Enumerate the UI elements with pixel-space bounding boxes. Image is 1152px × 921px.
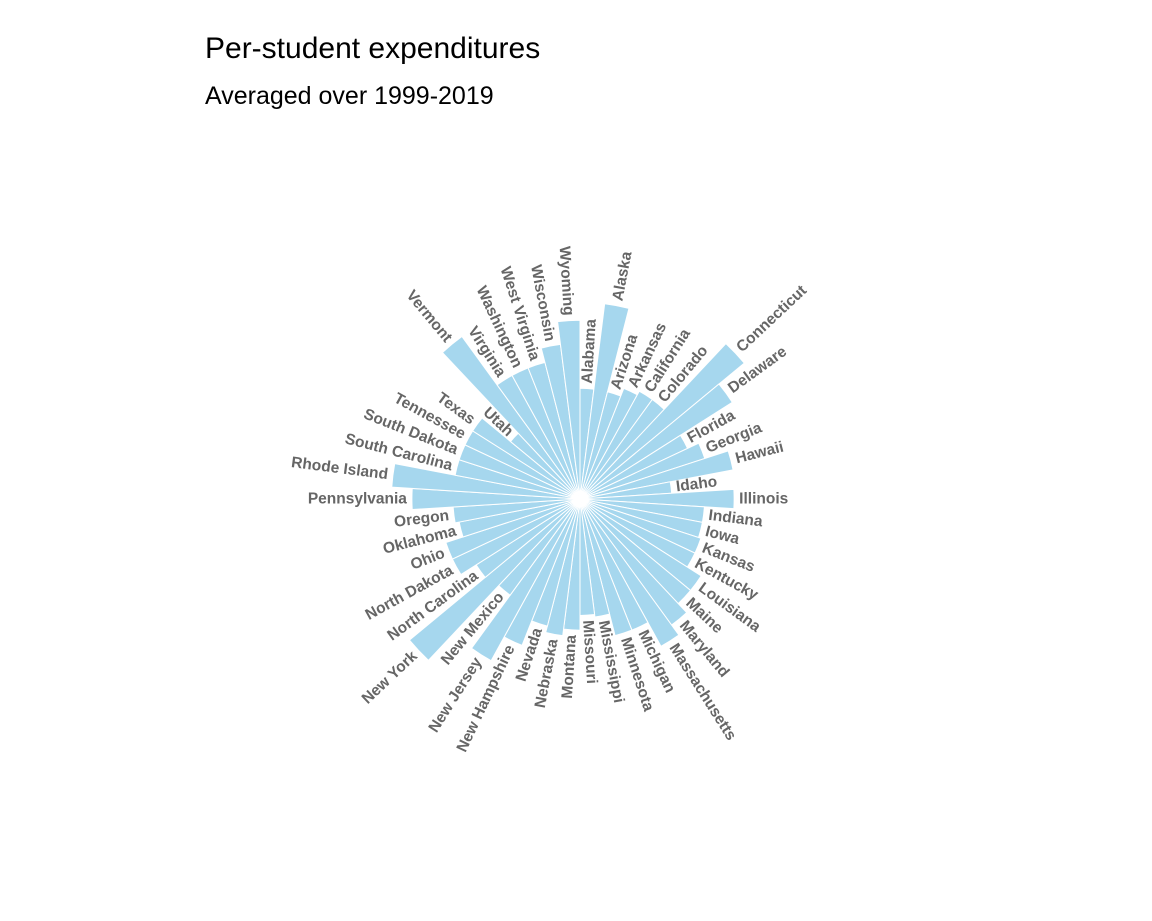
- label-oregon: Oregon: [393, 507, 450, 531]
- bar-vermont: [441, 335, 581, 500]
- bar-new-york: [408, 498, 581, 662]
- bar-mississippi: [579, 498, 611, 618]
- label-connecticut: Connecticut: [733, 282, 810, 356]
- bar-wyoming: [557, 319, 581, 500]
- label-vermont: Vermont: [403, 287, 456, 346]
- label-rhode-island: Rhode Island: [290, 454, 389, 483]
- bar-minnesota: [579, 498, 633, 637]
- label-missouri: Missouri: [579, 620, 600, 685]
- label-pennsylvania: Pennsylvania: [308, 491, 407, 508]
- center-dot: [578, 497, 582, 501]
- label-montana: Montana: [559, 634, 580, 699]
- labels-layer: AlabamaAlaskaArizonaArkansasCaliforniaCo…: [290, 246, 810, 755]
- bar-delaware: [579, 383, 734, 500]
- bar-new-jersey: [470, 498, 581, 662]
- bar-illinois: [579, 488, 735, 510]
- bars-layer: [391, 303, 745, 662]
- label-new-york: New York: [359, 648, 421, 708]
- label-illinois: Illinois: [739, 491, 788, 508]
- chart-title: Per-student expenditures: [205, 32, 541, 65]
- label-alaska: Alaska: [609, 250, 635, 303]
- bar-texas: [472, 417, 581, 500]
- label-indiana: Indiana: [708, 507, 764, 531]
- label-idaho: Idaho: [675, 473, 718, 495]
- bar-ohio: [445, 498, 581, 560]
- label-alabama: Alabama: [579, 318, 600, 384]
- bar-massachusetts: [579, 498, 680, 647]
- label-wyoming: Wyoming: [556, 246, 577, 316]
- chart-subtitle: Averaged over 1999-2019: [205, 82, 494, 110]
- bar-connecticut: [579, 342, 745, 500]
- bar-hawaii: [579, 450, 734, 500]
